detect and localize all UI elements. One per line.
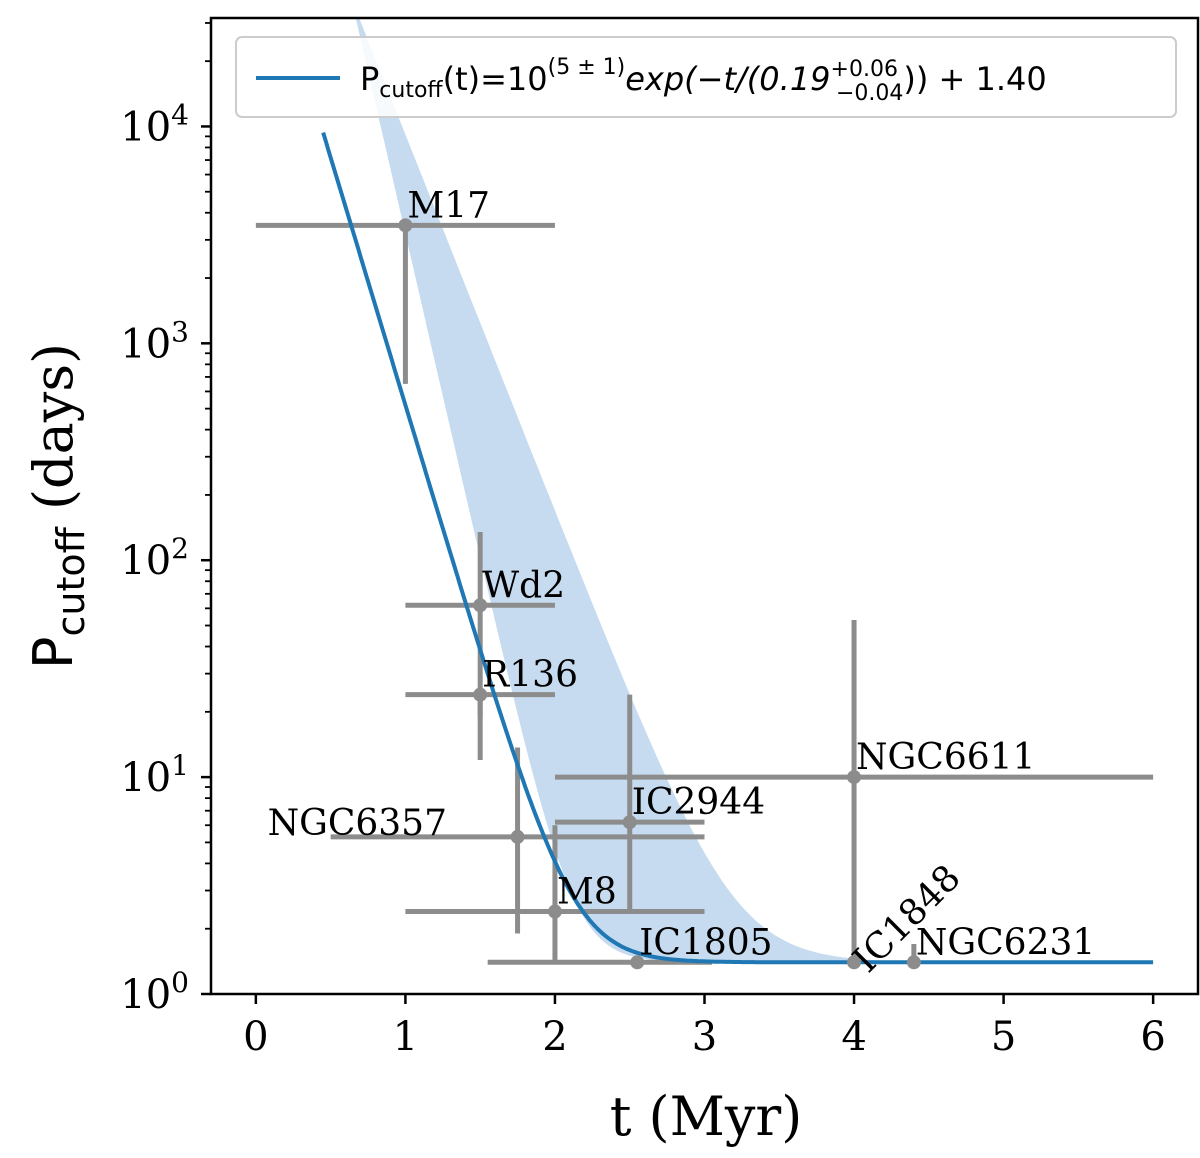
- point-ngc6611: [847, 770, 862, 785]
- fit-line: [321, 132, 1154, 965]
- x-axis-title: t (Myr): [610, 1085, 803, 1148]
- y-tick-label-2: 102: [120, 532, 189, 584]
- legend: Pcutoff(t)=10(5 ± 1)exp(−t/(0.19+0.06 −0.…: [235, 36, 1177, 118]
- point-m17: [398, 218, 413, 233]
- point-r136: [473, 687, 488, 702]
- label-ngc6231: NGC6231: [916, 922, 1095, 963]
- fit-confidence-band: [355, 18, 1154, 963]
- y-tick-label-4: 104: [120, 98, 189, 150]
- x-tick-label-5: 5: [991, 1014, 1016, 1060]
- y-tick-label-0: 100: [120, 966, 189, 1018]
- x-tick-label-6: 6: [1140, 1014, 1165, 1060]
- point-ngc6357: [510, 829, 525, 844]
- point-ic1848: [847, 955, 862, 970]
- label-m17: M17: [407, 185, 490, 226]
- x-tick-label-2: 2: [542, 1014, 567, 1060]
- label-m8: M8: [557, 872, 617, 913]
- x-tick-label-1: 1: [393, 1014, 418, 1060]
- x-tick-label-3: 3: [692, 1014, 717, 1060]
- label-wd2: Wd2: [482, 565, 565, 606]
- point-m8: [547, 904, 562, 919]
- label-ic2944: IC2944: [632, 782, 765, 823]
- label-ngc6611: NGC6611: [856, 737, 1035, 778]
- legend-label: Pcutoff(t)=10(5 ± 1)exp(−t/(0.19+0.06 −0.…: [360, 55, 1047, 106]
- y-axis-title: Pcutoff (days): [22, 343, 93, 669]
- plot-frame: [209, 16, 1200, 996]
- label-r136: R136: [482, 655, 578, 696]
- label-ic1805: IC1805: [639, 922, 772, 963]
- point-ic1805: [630, 955, 645, 970]
- y-tick-label-3: 103: [120, 315, 189, 367]
- label-ngc6357: NGC6357: [268, 803, 447, 844]
- point-ic2944: [622, 815, 637, 830]
- point-ngc6231: [906, 955, 921, 970]
- x-tick-label-4: 4: [841, 1014, 866, 1060]
- point-wd2: [473, 598, 488, 613]
- legend-box: [235, 36, 1177, 118]
- x-tick-label-0: 0: [243, 1014, 268, 1060]
- y-tick-label-1: 101: [120, 749, 189, 801]
